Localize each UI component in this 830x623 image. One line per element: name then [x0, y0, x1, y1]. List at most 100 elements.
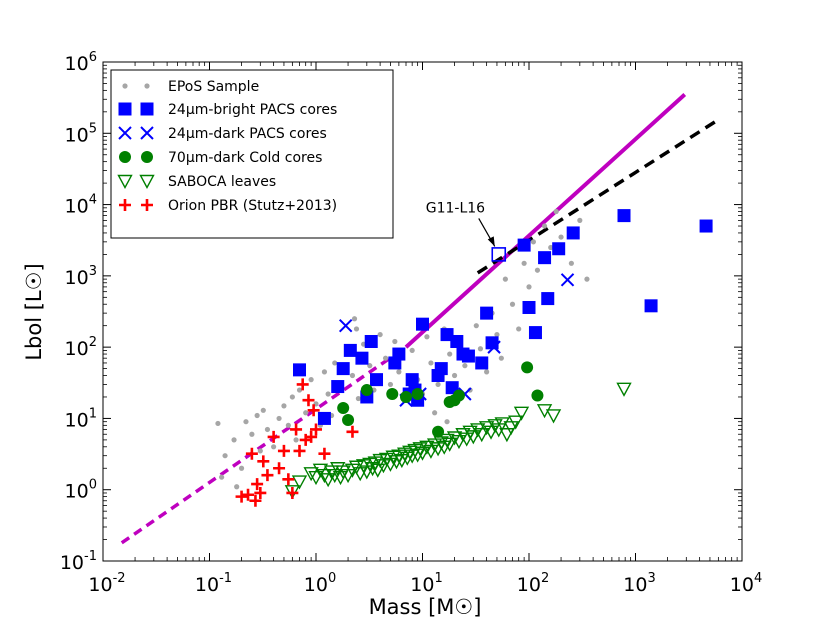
legend-marker-2-a: [118, 126, 132, 140]
point-0-63: [534, 267, 541, 273]
point-0-10: [271, 444, 277, 450]
point-0-52-shape: [477, 346, 484, 352]
y-tick-label-4: 103: [65, 264, 97, 289]
point-3-1: [342, 414, 355, 427]
point-0-62-shape: [530, 239, 537, 245]
point-0-71: [234, 484, 240, 490]
y-tick-label-1: 100: [65, 478, 97, 503]
point-5-15: [296, 378, 309, 391]
point-3-1-shape: [342, 414, 355, 427]
point-0-31: [367, 363, 373, 369]
point-0-17: [303, 410, 309, 416]
point-0-10-shape: [271, 444, 277, 450]
legend-marker-4-b: [139, 174, 155, 189]
point-4-19: [370, 463, 386, 478]
legend-label-24um-bright: 24μm-bright PACS cores: [168, 102, 337, 118]
legend-marker-1-b-shape: [140, 102, 154, 116]
legend-marker-4-b-shape: [139, 174, 155, 189]
point-1-29: [538, 251, 552, 265]
point-4-35: [414, 446, 431, 461]
point-0-6: [254, 412, 260, 419]
legend-marker-2-b-shape: [140, 126, 154, 140]
point-0-5: [249, 431, 255, 437]
point-0-57-shape: [502, 276, 508, 282]
point-5-5-shape: [254, 486, 267, 499]
point-1-27-shape: [522, 300, 536, 314]
point-0-21: [321, 369, 328, 375]
point-0-22-shape: [325, 391, 331, 397]
point-4-45-shape: [451, 434, 467, 450]
point-0-72-shape: [219, 474, 225, 480]
series-4: [284, 382, 632, 500]
point-4-57-shape: [499, 428, 515, 443]
point-4-19-shape: [370, 463, 386, 478]
point-0-46-shape: [447, 351, 453, 357]
point-1-22-shape: [461, 349, 475, 363]
point-0-8-shape: [260, 407, 266, 413]
point-0-12-shape: [281, 403, 287, 409]
point-0-7: [257, 448, 263, 454]
point-1-3: [336, 362, 350, 376]
point-0-67: [558, 234, 564, 240]
point-1-3-shape: [336, 362, 350, 376]
legend-label-saboca: SABOCA leaves: [168, 174, 276, 190]
x-tick-label-2: 100: [304, 571, 336, 596]
x-tick-label-1: 10-1: [195, 571, 232, 596]
point-0-71-shape: [234, 484, 240, 490]
point-5-12: [286, 486, 299, 499]
point-4-50: [470, 423, 486, 438]
point-4-7-shape: [330, 462, 346, 477]
point-3-4-shape: [400, 390, 413, 403]
point-0-63-shape: [534, 267, 541, 273]
point-0-56: [498, 355, 504, 361]
point-5-9-shape: [273, 462, 286, 475]
point-4-3: [316, 468, 333, 484]
point-0-74-shape: [351, 316, 358, 322]
point-5-12-shape: [286, 486, 299, 499]
point-0-74: [351, 316, 358, 322]
point-0-3-shape: [238, 465, 245, 471]
point-1-27: [522, 300, 536, 314]
point-1-10: [392, 347, 406, 361]
annotation-marker-shape: [491, 247, 507, 262]
point-1-20-shape: [450, 334, 464, 348]
point-4-22-shape: [378, 452, 395, 467]
trend-line-0: [404, 93, 687, 349]
point-0-16: [296, 387, 303, 393]
point-4-9: [335, 465, 351, 480]
y-tick-label-0: 10-1: [60, 549, 97, 574]
point-0-2-shape: [231, 437, 237, 443]
point-0-21-shape: [321, 369, 328, 375]
point-0-43: [428, 360, 434, 366]
point-0-28: [349, 372, 356, 379]
point-0-12: [281, 403, 287, 409]
point-0-28-shape: [349, 372, 356, 379]
legend-label-orion: Orion PBR (Stutz+2013): [168, 198, 337, 214]
point-0-0: [215, 420, 221, 427]
point-0-18: [308, 377, 314, 383]
point-0-37-shape: [396, 369, 402, 375]
point-3-5: [411, 388, 424, 401]
y-tick-label-6: 105: [65, 121, 97, 146]
point-1-10-shape: [392, 347, 406, 361]
point-1-30: [541, 292, 555, 306]
legend-label-70um-dark: 70μm-dark Cold cores: [168, 150, 322, 166]
legend-marker-0-b-shape: [144, 83, 150, 89]
point-1-32: [566, 226, 580, 240]
point-0-65-shape: [548, 244, 554, 251]
point-0-68-shape: [568, 260, 574, 266]
point-0-7-shape: [257, 448, 263, 454]
point-0-65: [548, 244, 554, 251]
annotation-arrow-head: [487, 236, 495, 247]
point-5-11-shape: [282, 473, 295, 486]
point-4-44: [446, 431, 463, 446]
point-5-18-shape: [305, 430, 318, 443]
point-0-72: [219, 474, 225, 480]
point-5-19: [307, 404, 320, 417]
point-1-5-shape: [355, 351, 369, 365]
point-4-62: [545, 409, 562, 424]
point-4-9-shape: [335, 465, 351, 480]
point-4-36: [419, 440, 435, 455]
point-4-54-shape: [487, 419, 503, 434]
point-2-4-shape: [487, 340, 501, 354]
